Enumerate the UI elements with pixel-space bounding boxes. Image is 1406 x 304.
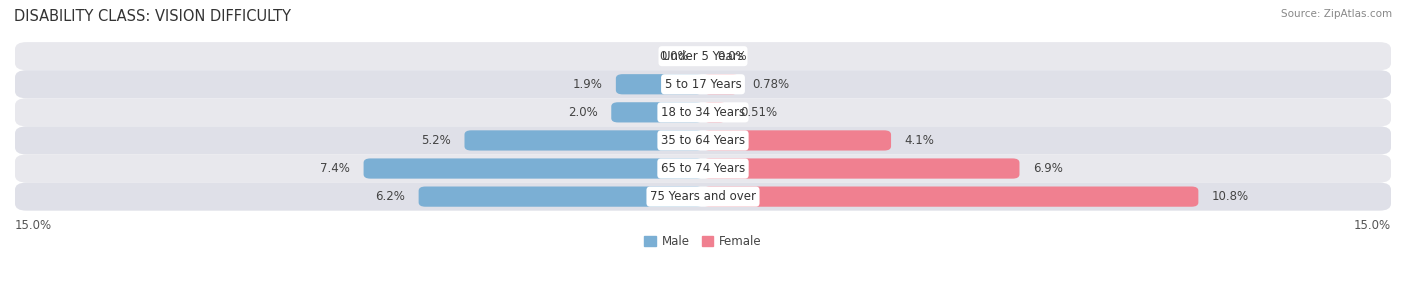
Text: 2.0%: 2.0% bbox=[568, 106, 598, 119]
Text: Under 5 Years: Under 5 Years bbox=[662, 50, 744, 63]
FancyBboxPatch shape bbox=[15, 98, 1391, 126]
Text: 0.0%: 0.0% bbox=[659, 50, 689, 63]
Text: Source: ZipAtlas.com: Source: ZipAtlas.com bbox=[1281, 9, 1392, 19]
Text: 7.4%: 7.4% bbox=[321, 162, 350, 175]
Text: 5 to 17 Years: 5 to 17 Years bbox=[665, 78, 741, 91]
Text: 35 to 64 Years: 35 to 64 Years bbox=[661, 134, 745, 147]
FancyBboxPatch shape bbox=[703, 74, 738, 94]
Text: 15.0%: 15.0% bbox=[1354, 219, 1391, 232]
Text: 15.0%: 15.0% bbox=[15, 219, 52, 232]
Text: 75 Years and over: 75 Years and over bbox=[650, 190, 756, 203]
Text: 65 to 74 Years: 65 to 74 Years bbox=[661, 162, 745, 175]
Text: 4.1%: 4.1% bbox=[905, 134, 935, 147]
Text: 10.8%: 10.8% bbox=[1212, 190, 1250, 203]
FancyBboxPatch shape bbox=[364, 158, 703, 179]
FancyBboxPatch shape bbox=[703, 186, 1198, 207]
Text: 0.0%: 0.0% bbox=[717, 50, 747, 63]
FancyBboxPatch shape bbox=[15, 183, 1391, 211]
FancyBboxPatch shape bbox=[15, 70, 1391, 98]
Text: 6.2%: 6.2% bbox=[375, 190, 405, 203]
Legend: Male, Female: Male, Female bbox=[640, 230, 766, 253]
Text: 5.2%: 5.2% bbox=[420, 134, 451, 147]
FancyBboxPatch shape bbox=[703, 158, 1019, 179]
Text: 18 to 34 Years: 18 to 34 Years bbox=[661, 106, 745, 119]
FancyBboxPatch shape bbox=[15, 126, 1391, 154]
Text: 0.51%: 0.51% bbox=[740, 106, 778, 119]
Text: 0.78%: 0.78% bbox=[752, 78, 790, 91]
Text: 6.9%: 6.9% bbox=[1033, 162, 1063, 175]
FancyBboxPatch shape bbox=[15, 154, 1391, 183]
FancyBboxPatch shape bbox=[703, 130, 891, 150]
FancyBboxPatch shape bbox=[612, 102, 703, 123]
FancyBboxPatch shape bbox=[419, 186, 703, 207]
Text: DISABILITY CLASS: VISION DIFFICULTY: DISABILITY CLASS: VISION DIFFICULTY bbox=[14, 9, 291, 24]
FancyBboxPatch shape bbox=[464, 130, 703, 150]
FancyBboxPatch shape bbox=[15, 42, 1391, 70]
FancyBboxPatch shape bbox=[616, 74, 703, 94]
FancyBboxPatch shape bbox=[703, 102, 727, 123]
Text: 1.9%: 1.9% bbox=[572, 78, 602, 91]
